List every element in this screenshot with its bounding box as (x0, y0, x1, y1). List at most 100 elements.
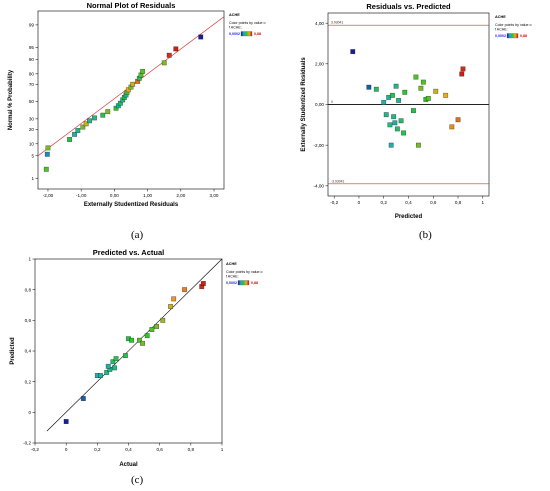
caption-a: (a) (131, 229, 144, 241)
y-tick-label: 0,4 (25, 349, 32, 354)
y-tick-label: 0,2 (25, 379, 32, 384)
data-point (366, 84, 372, 90)
data-point (394, 126, 400, 132)
data-point (418, 85, 424, 91)
data-point (182, 287, 188, 293)
data-point (136, 337, 142, 343)
residuals-vs-predicted-chart: Residuals vs. Predicted Predicted External… (301, 2, 532, 220)
data-point (122, 353, 128, 359)
data-point (391, 114, 397, 120)
data-point (75, 128, 81, 133)
y-tick-label: 1 (31, 176, 34, 181)
legend-high-value: 0,88 (251, 281, 258, 285)
data-point (160, 317, 166, 323)
data-point (460, 66, 466, 72)
chart-title: Residuals vs. Predicted (366, 2, 451, 11)
y-tick-label: 70 (29, 82, 35, 87)
data-point (87, 118, 92, 124)
data-point (43, 166, 49, 172)
data-point (449, 124, 455, 130)
legend-title: ACHE (495, 15, 506, 19)
data-point (398, 118, 404, 124)
data-point (67, 137, 73, 142)
x-tick-label: 1,00 (143, 193, 152, 198)
data-point (98, 373, 103, 378)
x-axis-label: Externally Studentized Residuals (84, 202, 179, 208)
x-tick-label: -2,00 (43, 193, 54, 198)
chart-panel-c: Predicted vs. Actual Actual Predicted -0,2 0… (0, 246, 277, 491)
caption-c: (c) (131, 474, 144, 486)
y-tick-label: 80 (29, 71, 35, 76)
chart-title: Normal Plot of Residuals (87, 1, 176, 10)
data-point (166, 52, 172, 58)
data-point (401, 130, 406, 136)
limit-line-label: 3.93041 (331, 21, 343, 25)
data-point (105, 109, 111, 115)
y-tick-label: 50 (29, 99, 35, 104)
y-tick-label: 10 (29, 141, 35, 146)
data-point (113, 356, 119, 362)
limit-line-label: -3.93041 (331, 179, 344, 183)
y-tick-label: 0,6 (25, 318, 32, 323)
legend-low-value: 0,0002 (226, 281, 237, 285)
legend-c: ACHE Color points by value of ACHE: 0,0002… (226, 262, 263, 286)
data-point (105, 363, 111, 369)
legend-high-value: 0,88 (520, 34, 527, 38)
normal-plot-chart: Normal Plot of Residuals Externally Stude… (8, 1, 266, 208)
legend-subtitle: Color points by value o (226, 270, 263, 274)
x-tick-label: 0,4 (125, 447, 132, 452)
y-tick-label: 2,00 (315, 61, 324, 66)
y-tick-label: -4,00 (314, 183, 325, 188)
y-tick-label: 5 (31, 153, 34, 158)
legend-a: ACHE Color points by value of ACHE: 0,0002… (229, 13, 266, 37)
data-point (161, 60, 167, 66)
legend-high-value: 0,88 (254, 32, 261, 36)
caption-b: (b) (419, 229, 432, 241)
data-point (415, 142, 421, 148)
y-tick-label: -0,2 (23, 441, 31, 446)
data-point (63, 419, 69, 424)
x-tick-label: 0,8 (188, 447, 195, 452)
data-point (425, 95, 431, 101)
data-point (443, 92, 449, 98)
x-tick-label: 1 (482, 200, 485, 205)
data-point (387, 122, 393, 128)
legend-title: ACHE (226, 262, 237, 266)
chart-title: Predicted vs. Actual (93, 248, 164, 257)
data-point (80, 396, 86, 401)
legend-subtitle-2: f ACHE: (226, 275, 239, 279)
data-point (140, 340, 145, 346)
legend-gradient-bar (506, 33, 519, 39)
data-point (72, 131, 77, 137)
reference-line (46, 258, 223, 432)
data-point (140, 68, 146, 74)
data-point (373, 86, 379, 92)
y-tick-label: 20 (29, 127, 35, 132)
data-point (45, 145, 51, 151)
legend-subtitle: Color points by value o (229, 21, 266, 25)
data-point (129, 337, 135, 343)
data-point (168, 304, 174, 309)
predicted-vs-actual-chart: Predicted vs. Actual Actual Predicted -0,2 0… (10, 248, 263, 468)
x-tick-label: 0,2 (381, 200, 388, 205)
data-point (455, 117, 461, 123)
data-point (100, 112, 106, 118)
data-point (381, 100, 387, 105)
y-tick-label: 1 (28, 257, 31, 262)
data-point (420, 79, 426, 85)
x-tick-label: 0,6 (430, 200, 437, 205)
x-tick-label: 0 (65, 447, 68, 452)
data-point (393, 83, 399, 89)
data-point (383, 112, 389, 118)
x-tick-label: 0,00 (110, 193, 119, 198)
data-point (459, 71, 465, 77)
x-axis-label: Predicted (395, 214, 423, 220)
x-tick-label: -0,2 (31, 447, 39, 452)
y-axis-label: Normal % Probability (8, 69, 14, 130)
data-point (92, 115, 97, 121)
legend-title: ACHE (229, 13, 240, 17)
x-tick-label: 0,2 (94, 447, 101, 452)
legend-gradient-bar (240, 31, 253, 37)
y-tick-label: -2,00 (314, 143, 325, 148)
x-axis-label: Actual (119, 462, 138, 468)
